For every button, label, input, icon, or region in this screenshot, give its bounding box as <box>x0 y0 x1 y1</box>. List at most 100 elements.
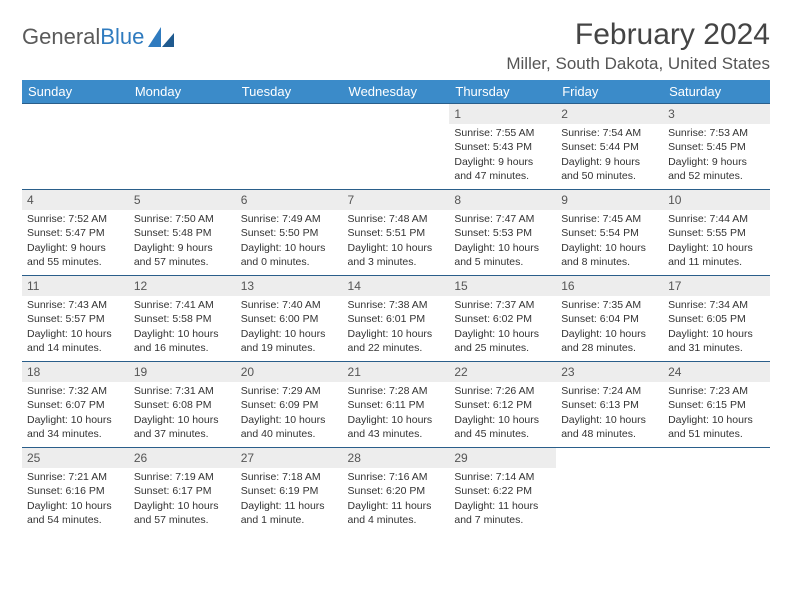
title-block: February 2024 Miller, South Dakota, Unit… <box>506 18 770 74</box>
sunset-text: Sunset: 6:11 PM <box>348 398 445 412</box>
day-cell: 11Sunrise: 7:43 AMSunset: 5:57 PMDayligh… <box>22 276 129 362</box>
day-cell: 22 Sunrise: 7:26 AMSunset: 6:12 PMDayligh… <box>449 362 556 448</box>
sunset-text: Sunset: 6:20 PM <box>348 484 445 498</box>
day-number: 22 <box>449 362 556 382</box>
day-cell <box>556 448 663 534</box>
sunset-text: Sunset: 6:19 PM <box>241 484 338 498</box>
day-cell: 9Sunrise: 7:45 AMSunset: 5:54 PMDaylight… <box>556 190 663 276</box>
sunrise-text: Sunrise: 7:44 AM <box>668 212 765 226</box>
day-cell: 6Sunrise: 7:49 AMSunset: 5:50 PMDaylight… <box>236 190 343 276</box>
sunset-text: Sunset: 6:08 PM <box>134 398 231 412</box>
day-cell: 29Sunrise: 7:14 AMSunset: 6:22 PMDayligh… <box>449 448 556 534</box>
daylight-text: Daylight: 10 hours and 45 minutes. <box>454 413 551 441</box>
day-number: 18 <box>22 362 129 382</box>
day-number: 6 <box>236 190 343 210</box>
day-cell: 1 Sunrise: 7:55 AMSunset: 5:43 PMDaylight… <box>449 104 556 190</box>
sunrise-text: Sunrise: 7:26 AM <box>454 384 551 398</box>
day-header: Friday <box>556 80 663 104</box>
day-number: 19 <box>129 362 236 382</box>
day-header: Wednesday <box>343 80 450 104</box>
sunrise-text: Sunrise: 7:54 AM <box>561 126 658 140</box>
sunset-text: Sunset: 6:02 PM <box>454 312 551 326</box>
sunrise-text: Sunrise: 7:37 AM <box>454 298 551 312</box>
location-text: Miller, South Dakota, United States <box>506 54 770 74</box>
day-cell: 21Sunrise: 7:28 AMSunset: 6:11 PMDayligh… <box>343 362 450 448</box>
sunset-text: Sunset: 6:15 PM <box>668 398 765 412</box>
sunrise-text: Sunrise: 7:48 AM <box>348 212 445 226</box>
sunset-text: Sunset: 6:07 PM <box>27 398 124 412</box>
day-number: 9 <box>556 190 663 210</box>
sunset-text: Sunset: 5:44 PM <box>561 140 658 154</box>
sunset-text: Sunset: 6:17 PM <box>134 484 231 498</box>
daylight-text: Daylight: 10 hours and 34 minutes. <box>27 413 124 441</box>
sunset-text: Sunset: 5:58 PM <box>134 312 231 326</box>
sunset-text: Sunset: 5:55 PM <box>668 226 765 240</box>
sunrise-text: Sunrise: 7:35 AM <box>561 298 658 312</box>
sunset-text: Sunset: 5:53 PM <box>454 226 551 240</box>
day-cell: 13Sunrise: 7:40 AMSunset: 6:00 PMDayligh… <box>236 276 343 362</box>
day-cell: 27Sunrise: 7:18 AMSunset: 6:19 PMDayligh… <box>236 448 343 534</box>
day-number: 4 <box>22 190 129 210</box>
day-header: Saturday <box>663 80 770 104</box>
day-number: 14 <box>343 276 450 296</box>
daylight-text: Daylight: 10 hours and 22 minutes. <box>348 327 445 355</box>
day-cell: 19Sunrise: 7:31 AMSunset: 6:08 PMDayligh… <box>129 362 236 448</box>
sunrise-text: Sunrise: 7:53 AM <box>668 126 765 140</box>
week-row: 25Sunrise: 7:21 AMSunset: 6:16 PMDayligh… <box>22 448 770 534</box>
sunset-text: Sunset: 6:12 PM <box>454 398 551 412</box>
day-cell: 2Sunrise: 7:54 AMSunset: 5:44 PMDaylight… <box>556 104 663 190</box>
sunset-text: Sunset: 5:43 PM <box>454 140 551 154</box>
day-number: 3 <box>663 104 770 124</box>
day-cell: 14Sunrise: 7:38 AMSunset: 6:01 PMDayligh… <box>343 276 450 362</box>
day-number: 10 <box>663 190 770 210</box>
day-number: 17 <box>663 276 770 296</box>
sunset-text: Sunset: 5:57 PM <box>27 312 124 326</box>
day-number: 21 <box>343 362 450 382</box>
week-row: 18Sunrise: 7:32 AMSunset: 6:07 PMDayligh… <box>22 362 770 448</box>
day-number: 1 <box>449 104 556 124</box>
sunrise-text: Sunrise: 7:28 AM <box>348 384 445 398</box>
daylight-text: Daylight: 9 hours and 50 minutes. <box>561 155 658 183</box>
day-number: 8 <box>449 190 556 210</box>
daylight-text: Daylight: 10 hours and 14 minutes. <box>27 327 124 355</box>
sunrise-text: Sunrise: 7:24 AM <box>561 384 658 398</box>
daylight-text: Daylight: 10 hours and 8 minutes. <box>561 241 658 269</box>
week-row: 11Sunrise: 7:43 AMSunset: 5:57 PMDayligh… <box>22 276 770 362</box>
sunrise-text: Sunrise: 7:43 AM <box>27 298 124 312</box>
daylight-text: Daylight: 10 hours and 0 minutes. <box>241 241 338 269</box>
sunrise-text: Sunrise: 7:55 AM <box>454 126 551 140</box>
sunset-text: Sunset: 6:00 PM <box>241 312 338 326</box>
day-number: 25 <box>22 448 129 468</box>
daylight-text: Daylight: 10 hours and 40 minutes. <box>241 413 338 441</box>
sunrise-text: Sunrise: 7:52 AM <box>27 212 124 226</box>
daylight-text: Daylight: 9 hours and 47 minutes. <box>454 155 551 183</box>
sunset-text: Sunset: 6:01 PM <box>348 312 445 326</box>
day-cell: 15Sunrise: 7:37 AMSunset: 6:02 PMDayligh… <box>449 276 556 362</box>
day-cell: 4Sunrise: 7:52 AMSunset: 5:47 PMDaylight… <box>22 190 129 276</box>
day-header-row: SundayMondayTuesdayWednesdayThursdayFrid… <box>22 80 770 104</box>
day-number: 20 <box>236 362 343 382</box>
day-number: 24 <box>663 362 770 382</box>
daylight-text: Daylight: 10 hours and 57 minutes. <box>134 499 231 527</box>
day-cell: 20Sunrise: 7:29 AMSunset: 6:09 PMDayligh… <box>236 362 343 448</box>
sunset-text: Sunset: 5:54 PM <box>561 226 658 240</box>
sunset-text: Sunset: 6:04 PM <box>561 312 658 326</box>
day-number: 12 <box>129 276 236 296</box>
day-cell: 12Sunrise: 7:41 AMSunset: 5:58 PMDayligh… <box>129 276 236 362</box>
daylight-text: Daylight: 10 hours and 19 minutes. <box>241 327 338 355</box>
daylight-text: Daylight: 10 hours and 11 minutes. <box>668 241 765 269</box>
day-cell: 8Sunrise: 7:47 AMSunset: 5:53 PMDaylight… <box>449 190 556 276</box>
day-cell: 16Sunrise: 7:35 AMSunset: 6:04 PMDayligh… <box>556 276 663 362</box>
brand-logo: GeneralBlue <box>22 24 174 50</box>
day-number: 16 <box>556 276 663 296</box>
sunrise-text: Sunrise: 7:49 AM <box>241 212 338 226</box>
daylight-text: Daylight: 10 hours and 54 minutes. <box>27 499 124 527</box>
sunrise-text: Sunrise: 7:32 AM <box>27 384 124 398</box>
day-header: Monday <box>129 80 236 104</box>
daylight-text: Daylight: 10 hours and 25 minutes. <box>454 327 551 355</box>
day-cell: 10 Sunrise: 7:44 AMSunset: 5:55 PMDayligh… <box>663 190 770 276</box>
sunrise-text: Sunrise: 7:14 AM <box>454 470 551 484</box>
sunrise-text: Sunrise: 7:23 AM <box>668 384 765 398</box>
day-number: 26 <box>129 448 236 468</box>
daylight-text: Daylight: 10 hours and 31 minutes. <box>668 327 765 355</box>
